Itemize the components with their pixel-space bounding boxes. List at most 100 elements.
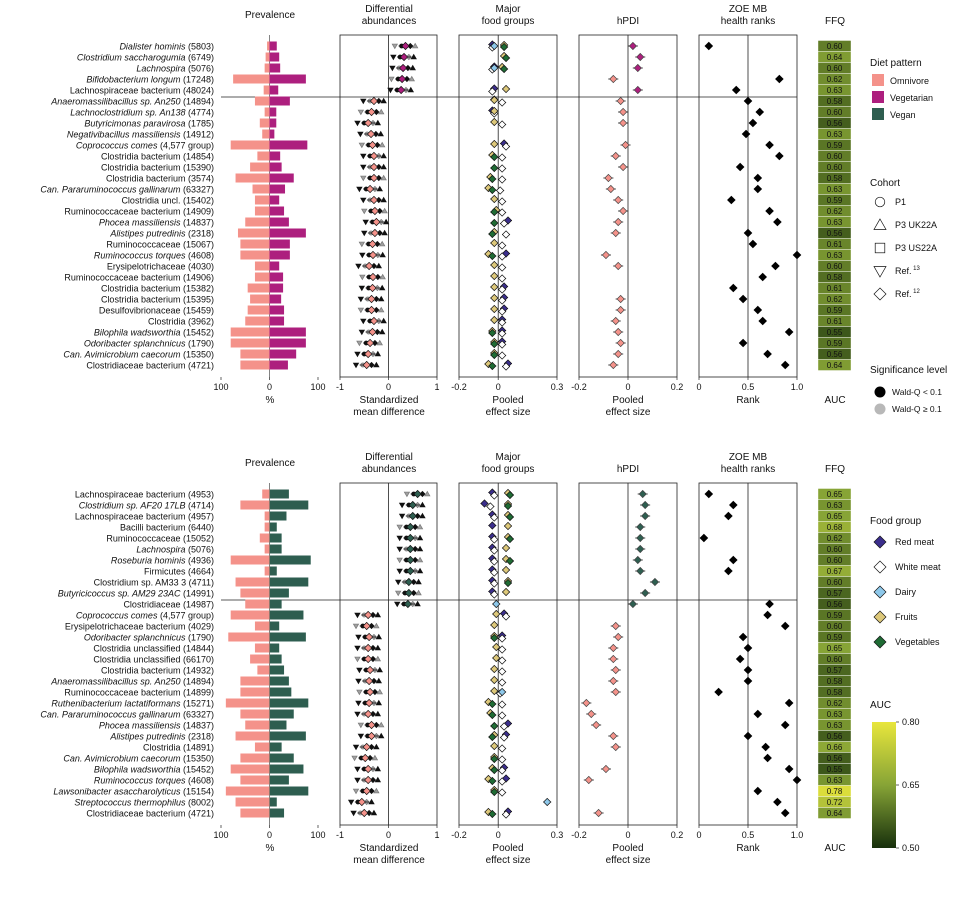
zoe-rank-point: [763, 349, 772, 359]
tick-label: -1: [336, 830, 344, 840]
hpdi-point: [636, 566, 645, 576]
cohort-point: [378, 141, 386, 148]
hpdi-point: [601, 250, 611, 260]
legend-diet-swatch: [872, 108, 884, 120]
legend-cohort-label: P3 US22A: [895, 243, 937, 253]
zoe-rank-point: [775, 74, 784, 84]
title-zoe-1: ZOE MB: [729, 452, 768, 463]
prevalence-bar-vegan: [269, 665, 285, 675]
zoe-rank-point: [699, 533, 709, 543]
hpdi-point: [614, 632, 623, 642]
zoe-rank-point: [743, 731, 753, 741]
hpdi-point: [609, 360, 618, 370]
title-food-groups-2: food groups: [482, 464, 535, 475]
prevalence-bar-vegan: [269, 753, 294, 763]
prevalence-bar-omnivore: [262, 489, 270, 499]
zoe-rank-point: [743, 665, 753, 675]
auc-value: 0.60: [827, 42, 843, 51]
cohort-point: [347, 799, 355, 806]
cohort-point: [350, 810, 357, 817]
food-point-vegetables: [490, 218, 499, 228]
zoe-rank-point: [784, 327, 794, 337]
hpdi-point: [584, 775, 593, 785]
table-row: Coprococcus comes (4,577 group) 0.59: [76, 139, 852, 151]
da-pooled-point: [369, 316, 379, 326]
cohort-point: [359, 252, 366, 259]
cohort-point: [368, 798, 375, 805]
auc-value: 0.58: [827, 97, 843, 106]
hpdi-point: [614, 261, 623, 271]
zoe-rank-point: [758, 272, 767, 282]
auc-value: 0.59: [827, 306, 843, 315]
food-point-white-meat: [490, 546, 499, 555]
table-row: Clostridia bacterium (15382) 0.61: [101, 282, 852, 294]
cohort-point: [354, 351, 361, 358]
food-point-fruits: [490, 315, 499, 325]
tick-label: 1: [434, 830, 439, 840]
prevalence-bar-omnivore: [264, 107, 270, 117]
hpdi-point: [641, 511, 650, 521]
auc-value: 0.72: [827, 798, 843, 807]
da-pooled-point: [368, 250, 378, 260]
prevalence-bar-omnivore: [240, 687, 270, 697]
cohort-point: [374, 644, 382, 651]
prevalence-bar-omnivore: [240, 239, 270, 249]
auc-value: 0.57: [827, 589, 843, 598]
prevalence-bar-vegan: [269, 654, 282, 664]
table-row: Clostridia bacterium (14932) 0.57: [101, 664, 852, 676]
legend-food-label: White meat: [895, 562, 941, 572]
table-row: Lachnospiraceae bacterium (48024) 0.63: [70, 84, 852, 96]
table-row: Clostridium sp. AM33 3 (4711) 0.60: [94, 576, 852, 588]
hpdi-point: [609, 676, 618, 686]
cohort-point: [396, 546, 403, 553]
auc-value: 0.62: [827, 534, 843, 543]
food-point-vegetables: [488, 251, 497, 261]
da-pooled-point: [408, 511, 417, 521]
auc-value: 0.56: [827, 600, 843, 609]
table-row: Bilophila wadsworthia (15452) 0.55: [94, 763, 852, 775]
prevalence-bar-vegan: [269, 709, 294, 719]
da-pooled-point: [369, 162, 379, 172]
auc-value: 0.60: [827, 622, 843, 631]
auc-value: 0.56: [827, 754, 843, 763]
cohort-point: [374, 655, 382, 662]
food-point-dairy: [490, 63, 499, 73]
axis-label-prevalence: %: [266, 395, 275, 406]
food-point-fruits: [490, 139, 499, 149]
taxon-label: Lachnospira (5076): [136, 64, 214, 74]
auc-value: 0.56: [827, 732, 843, 741]
food-point-fruits: [484, 807, 493, 817]
auc-value: 0.55: [827, 328, 843, 337]
cohort-point: [357, 733, 365, 740]
frame-fg: [458, 34, 558, 378]
cohort-point: [411, 42, 419, 49]
prevalence-bar-omnivore: [240, 676, 270, 686]
food-point-fruits: [501, 565, 511, 575]
cohort-point: [373, 743, 380, 750]
hpdi-point: [614, 217, 623, 227]
legend-cohort-marker: [873, 218, 887, 230]
cohort-point: [357, 109, 365, 116]
food-point-fruits: [490, 304, 499, 314]
legend-auc-title: AUC: [870, 700, 891, 711]
prevalence-bar-vegetarian: [269, 162, 282, 172]
legend-food-label: Fruits: [895, 612, 918, 622]
tick-label: 0: [496, 382, 501, 392]
taxon-label: Butyricimonas paravirosa (1785): [84, 119, 214, 129]
taxon-label: Clostridiaceae (14987): [123, 600, 214, 610]
food-point-vegetables: [488, 776, 497, 786]
food-point-white-meat: [498, 340, 507, 349]
da-pooled-point: [406, 533, 415, 543]
axis-label-da-2: mean difference: [353, 407, 425, 418]
frame-fg: [458, 482, 558, 826]
zoe-rank-point: [748, 118, 758, 128]
prevalence-bar-vegan: [269, 687, 292, 697]
cohort-point: [356, 667, 363, 674]
title-prevalence: Prevalence: [245, 458, 295, 469]
zoe-rank-point: [741, 129, 751, 139]
auc-value: 0.63: [827, 185, 843, 194]
da-pooled-point: [368, 272, 378, 282]
food-point-white-meat: [498, 120, 507, 129]
cohort-point: [394, 579, 402, 586]
auc-value: 0.57: [827, 666, 843, 675]
